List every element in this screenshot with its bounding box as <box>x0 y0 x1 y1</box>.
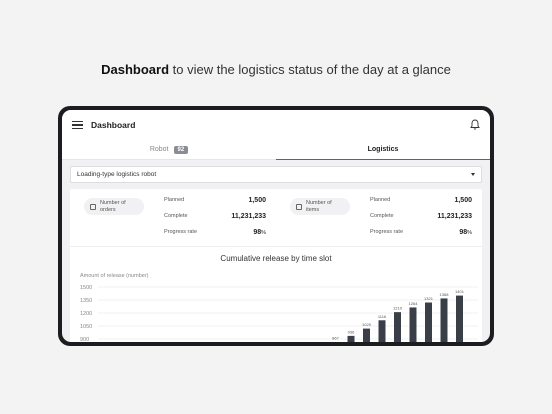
orders-stat-group: Number of orders Planned 1,500 Complete 1… <box>70 189 276 246</box>
stat-value: 1,500 <box>248 197 266 204</box>
robot-type-select-value: Loading-type logistics robot <box>77 171 157 178</box>
box-icon <box>296 203 302 210</box>
stat-unit: % <box>261 230 266 236</box>
bar-value-label: 1368 <box>440 292 450 297</box>
y-tick-label: 1500 <box>80 285 92 291</box>
robot-count-badge: 92 <box>173 145 189 154</box>
bar <box>456 295 463 342</box>
headline-text: to view the logistics status of the day … <box>169 62 451 77</box>
y-tick-label: 1050 <box>80 324 92 330</box>
orders-stat-pill: Number of orders <box>84 198 144 215</box>
robot-type-select[interactable]: Loading-type logistics robot <box>70 166 482 183</box>
items-complete-row: Complete 11,231,233 <box>370 213 472 220</box>
bar <box>440 298 448 342</box>
stat-label: Complete <box>370 213 394 219</box>
bar-value-label: 1116 <box>378 314 387 319</box>
bar <box>425 302 432 342</box>
bell-icon[interactable] <box>470 119 480 130</box>
release-bar-chart: Amount of release (number) 1500 1350 1200 10… <box>80 273 478 342</box>
orders-label-line1: Number of <box>100 200 126 207</box>
bar <box>409 307 417 342</box>
bar-value-label: 867 <box>332 335 339 340</box>
stat-value: 98% <box>459 229 472 236</box>
bar-value-label: 1210 <box>393 306 403 311</box>
y-tick-label: 1350 <box>80 298 92 304</box>
items-label-line2: items <box>306 206 320 213</box>
stat-label: Progress rate <box>164 229 198 235</box>
menu-icon[interactable] <box>72 121 83 129</box>
chevron-down-icon <box>471 173 475 176</box>
y-axis-label: Amount of release (number) <box>80 273 149 279</box>
stats-section: Number of orders Planned 1,500 Complete 1… <box>70 189 482 247</box>
items-planned-row: Planned 1,500 <box>370 197 472 204</box>
bar <box>363 328 370 342</box>
stat-number: 98 <box>459 229 468 236</box>
orders-planned-row: Planned 1,500 <box>164 197 266 204</box>
bar-value-label: 1321 <box>424 296 434 301</box>
chart-title: Cumulative release by time slot <box>220 254 332 263</box>
stat-value: 98% <box>253 229 266 236</box>
tab-logistics[interactable]: Logistics <box>276 140 490 160</box>
bar-value-label: 936 <box>348 329 355 334</box>
clipboard-icon <box>90 203 96 210</box>
stat-label: Planned <box>164 197 185 203</box>
orders-label-line2: orders <box>100 206 116 213</box>
y-tick-label: 900 <box>80 337 89 342</box>
stat-value: 11,231,233 <box>437 213 472 220</box>
app-title: Dashboard <box>91 120 136 130</box>
headline-bold: Dashboard <box>101 62 170 77</box>
stat-value: 11,231,233 <box>231 213 266 220</box>
tablet-frame: Dashboard Robot 92 Logistics Loading-typ… <box>58 106 494 346</box>
bar <box>378 320 386 342</box>
logistics-card: Number of orders Planned 1,500 Complete 1… <box>70 189 482 342</box>
items-stat-group: Number of items Planned 1,500 Complete 11… <box>276 189 482 246</box>
items-stat-pill: Number of items <box>290 198 350 215</box>
tab-robot[interactable]: Robot 92 <box>62 140 276 159</box>
y-tick-label: 1200 <box>80 311 92 317</box>
orders-progress-row: Progress rate 98% <box>164 229 266 236</box>
tab-logistics-label: Logistics <box>367 146 399 153</box>
app-bar: Dashboard <box>62 110 490 140</box>
bar <box>347 335 355 342</box>
stat-number: 98 <box>253 229 262 236</box>
bar-value-label: 1020 <box>362 322 372 327</box>
stat-label: Progress rate <box>370 229 404 235</box>
stat-label: Complete <box>164 213 188 219</box>
stat-value: 1,500 <box>454 197 472 204</box>
tablet-screen: Dashboard Robot 92 Logistics Loading-typ… <box>62 110 490 342</box>
bar <box>394 312 401 342</box>
items-label-line1: Number of <box>306 200 332 207</box>
stat-unit: % <box>467 230 472 236</box>
tab-bar: Robot 92 Logistics <box>62 140 490 160</box>
orders-complete-row: Complete 11,231,233 <box>164 213 266 220</box>
stat-label: Planned <box>370 197 391 203</box>
tab-robot-label: Robot <box>149 146 169 153</box>
items-progress-row: Progress rate 98% <box>370 229 472 236</box>
bar-value-label: 1401 <box>455 289 465 294</box>
bar-value-label: 1264 <box>409 301 419 306</box>
headline: Dashboard to view the logistics status o… <box>0 62 552 77</box>
